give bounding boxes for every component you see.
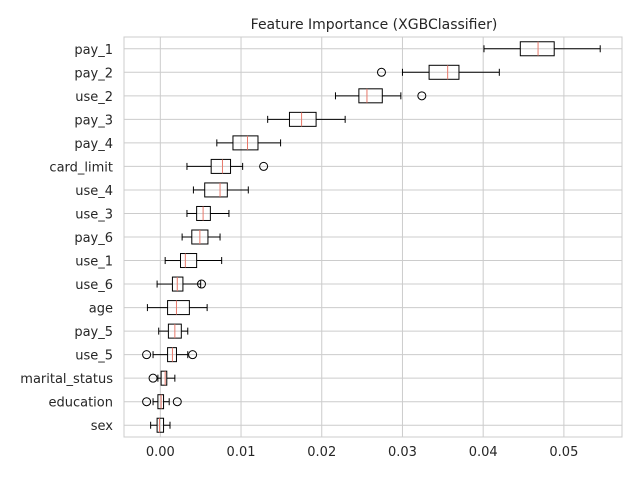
outlier-point xyxy=(259,161,269,171)
grid-layer xyxy=(124,37,622,437)
iqr-box xyxy=(428,64,460,80)
x-tick-label: 0.05 xyxy=(549,445,578,460)
box-pay-1 xyxy=(483,41,601,57)
plot-frame xyxy=(123,36,623,438)
y-tick-label: card_limit xyxy=(49,160,113,175)
y-tick-label: use_5 xyxy=(75,349,113,364)
box-education xyxy=(142,394,182,410)
y-tick-label: use_1 xyxy=(75,255,113,270)
outlier-point xyxy=(148,373,158,383)
iqr-box xyxy=(167,300,190,316)
iqr-box xyxy=(210,158,232,174)
chart-title: Feature Importance (XGBClassifier) xyxy=(251,17,498,33)
box-pay-3 xyxy=(267,111,346,127)
box-layer xyxy=(142,41,601,433)
x-tick-label: 0.01 xyxy=(227,445,256,460)
y-tick-labels: pay_1 pay_2 use_2 pay_3 pay_4 card_limit use_4… xyxy=(20,43,113,434)
box-sex xyxy=(150,417,171,433)
box-age xyxy=(146,300,208,316)
y-tick-label: sex xyxy=(91,419,114,434)
y-tick-label: pay_6 xyxy=(74,231,113,246)
box-pay-5 xyxy=(158,323,189,339)
outlier-point xyxy=(142,350,152,360)
y-tick-label: education xyxy=(48,396,113,411)
y-tick-label: pay_3 xyxy=(74,113,113,128)
box-use-1 xyxy=(164,253,223,269)
iqr-box xyxy=(204,182,228,198)
x-tick-labels: 0.00 0.01 0.02 0.03 0.04 0.05 xyxy=(146,445,579,460)
y-tick-label: pay_1 xyxy=(74,43,113,58)
x-tick-label: 0.02 xyxy=(307,445,336,460)
box-pay-6 xyxy=(181,229,221,245)
outlier-point xyxy=(188,350,198,360)
iqr-box xyxy=(179,253,198,269)
box-card-limit xyxy=(186,158,269,174)
iqr-box xyxy=(156,417,165,433)
iqr-box xyxy=(160,370,168,386)
outlier-point xyxy=(417,91,427,101)
y-tick-label: pay_5 xyxy=(74,325,113,340)
y-tick-label: age xyxy=(89,302,113,317)
box-use-5 xyxy=(142,347,198,363)
outlier-point xyxy=(142,397,152,407)
y-tick-label: use_3 xyxy=(75,207,113,222)
y-tick-label: use_2 xyxy=(75,90,113,105)
box-use-3 xyxy=(186,205,230,221)
box-pay-2 xyxy=(376,64,500,80)
outlier-point xyxy=(172,397,182,407)
y-tick-label: use_6 xyxy=(75,278,113,293)
iqr-box xyxy=(288,111,317,127)
y-tick-label: pay_4 xyxy=(74,137,113,152)
iqr-box xyxy=(519,41,555,57)
x-tick-label: 0.03 xyxy=(388,445,417,460)
box-marital-status xyxy=(148,370,176,386)
y-tick-label: use_4 xyxy=(75,184,113,199)
y-tick-label: marital_status xyxy=(20,372,113,387)
box-pay-4 xyxy=(216,135,282,151)
box-use-6 xyxy=(156,276,206,292)
outlier-point xyxy=(376,67,386,77)
iqr-box xyxy=(232,135,259,151)
outlier-point xyxy=(196,279,206,289)
iqr-box xyxy=(358,88,383,104)
box-use-2 xyxy=(334,88,427,104)
y-tick-label: pay_2 xyxy=(74,66,113,81)
x-tick-label: 0.04 xyxy=(469,445,498,460)
box-use-4 xyxy=(192,182,249,198)
x-tick-label: 0.00 xyxy=(146,445,175,460)
